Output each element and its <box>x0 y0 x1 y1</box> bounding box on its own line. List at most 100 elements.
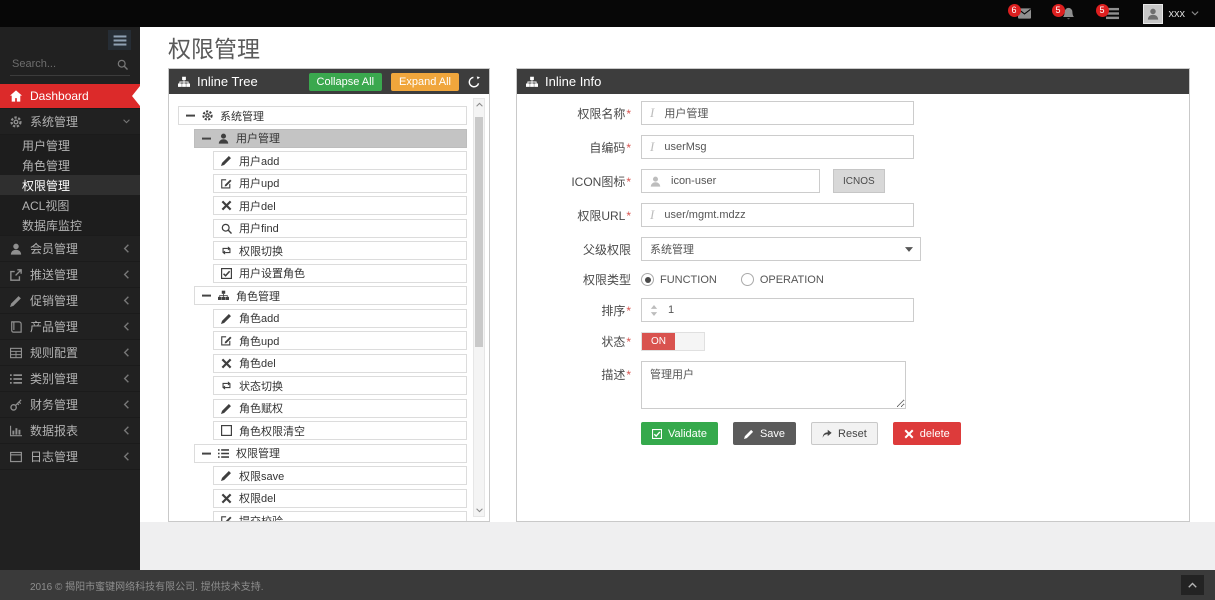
tree-node-角色upd[interactable]: 角色upd <box>213 331 467 350</box>
expand-all-button[interactable]: Expand All <box>391 72 459 91</box>
permission-form: 权限名称* I 自编码* I ICON图标* ICNOS 权限URL* I 父级… <box>517 94 1189 445</box>
tree-node-用户find[interactable]: 用户find <box>213 218 467 238</box>
url-input[interactable] <box>662 208 867 222</box>
radio-function[interactable]: FUNCTION <box>641 273 717 286</box>
tree-node-状态切换[interactable]: 状态切换 <box>213 376 467 395</box>
status-toggle[interactable]: ON <box>641 332 705 351</box>
tree-node-用户del[interactable]: 用户del <box>213 196 467 215</box>
sort-icon <box>650 305 658 316</box>
user-menu[interactable]: xxx <box>1142 3 1200 24</box>
tree-node-提交校验[interactable]: 提交校验 <box>213 511 467 521</box>
chevron-left-icon <box>123 322 130 331</box>
tree-node-权限save[interactable]: 权限save <box>213 466 467 485</box>
sidebar-item-产品管理[interactable]: 产品管理 <box>0 314 140 340</box>
tree-node-权限切换[interactable]: 权限切换 <box>213 241 467 260</box>
description-textarea[interactable]: 管理用户 <box>641 361 906 409</box>
tree-node-label: 用户add <box>239 155 280 168</box>
sidebar-item-会员管理[interactable]: 会员管理 <box>0 236 140 262</box>
sitemap-icon <box>526 76 538 88</box>
tree-node-权限管理[interactable]: 权限管理 <box>194 443 467 463</box>
inline-info-panel: Inline Info 权限名称* I 自编码* I ICON图标* ICNOS… <box>516 68 1190 522</box>
bell-nav-item[interactable]: 5 <box>1051 4 1075 22</box>
sidebar-item-数据报表[interactable]: 数据报表 <box>0 418 140 444</box>
tasks-nav-item[interactable]: 5 <box>1095 4 1119 22</box>
code-input[interactable] <box>662 140 867 154</box>
order-label: 排序* <box>601 303 631 318</box>
tree-node-系统管理[interactable]: 系统管理 <box>178 106 467 125</box>
sidebar-item-财务管理[interactable]: 财务管理 <box>0 392 140 418</box>
chevron-down-icon <box>123 117 130 126</box>
scrollbar-thumb[interactable] <box>475 117 483 347</box>
name-input[interactable] <box>662 106 867 120</box>
sidebar-subitem-角色管理[interactable]: 角色管理 <box>0 155 140 175</box>
user-icon <box>10 243 22 255</box>
sidebar-item-系统管理[interactable]: 系统管理 <box>0 109 140 135</box>
icon-label: ICON图标* <box>571 174 631 189</box>
sitemap-icon <box>218 290 229 301</box>
validate-button[interactable]: Validate <box>641 422 718 445</box>
form-buttons: Validate Save Reset delete <box>641 422 1189 445</box>
inline-tree-title: Inline Tree <box>197 74 258 89</box>
sidebar-item-label: 推送管理 <box>30 268 79 282</box>
collapse-all-button[interactable]: Collapse All <box>308 72 383 91</box>
tree-node-角色赋权[interactable]: 角色赋权 <box>213 398 467 418</box>
radio-operation[interactable]: OPERATION <box>740 273 824 286</box>
tree-node-角色管理[interactable]: 角色管理 <box>194 286 467 305</box>
notification-badge: 5 <box>1095 4 1109 17</box>
tree-node-label: 权限save <box>239 470 285 483</box>
scrollbar-up-button[interactable] <box>474 99 484 110</box>
tree-node-角色权限清空[interactable]: 角色权限清空 <box>213 421 467 440</box>
edit-icon <box>221 178 232 189</box>
envelope-nav-item[interactable]: 6 <box>1007 4 1031 22</box>
inline-tree-header: Inline Tree Collapse All Expand All <box>169 69 489 94</box>
tree-node-权限del[interactable]: 权限del <box>213 488 467 508</box>
edit-icon <box>221 335 232 346</box>
url-label: 权限URL* <box>577 208 631 223</box>
sidebar-subitem-数据库监控[interactable]: 数据库监控 <box>0 215 140 235</box>
tree-body: 系统管理 用户管理 用户add 用户upd 用户del 用户find 权限切换 用户设置角色角… <box>169 94 489 521</box>
tree-node-用户管理[interactable]: 用户管理 <box>194 128 467 148</box>
tree-node-用户upd[interactable]: 用户upd <box>213 173 467 193</box>
caret-down-icon <box>905 247 913 252</box>
sidebar-item-label: Dashboard <box>30 89 89 103</box>
icon-input[interactable] <box>669 174 793 188</box>
chevron-left-icon <box>123 348 130 357</box>
icnos-button[interactable]: ICNOS <box>833 169 885 193</box>
tree-scrollbar[interactable] <box>473 98 485 517</box>
search-input[interactable] <box>10 57 114 71</box>
delete-button[interactable]: delete <box>892 422 961 445</box>
sidebar-item-促销管理[interactable]: 促销管理 <box>0 288 140 314</box>
refresh-icon[interactable] <box>468 76 480 88</box>
sidebar-item-规则配置[interactable]: 规则配置 <box>0 340 140 366</box>
search-icon[interactable] <box>117 59 128 70</box>
hamburger-icon <box>113 35 127 46</box>
save-button[interactable]: Save <box>732 422 797 445</box>
order-input[interactable] <box>666 303 870 317</box>
parent-select-value: 系统管理 <box>650 244 694 256</box>
scroll-top-button[interactable] <box>1181 575 1204 595</box>
sidebar-subitem-ACL视图[interactable]: ACL视图 <box>0 195 140 215</box>
x-icon <box>904 429 914 439</box>
description-label: 描述* <box>601 368 631 382</box>
sidebar-subitem-权限管理[interactable]: 权限管理 <box>0 175 140 195</box>
sidebar-item-Dashboard[interactable]: Dashboard <box>0 84 140 109</box>
sidebar-item-类别管理[interactable]: 类别管理 <box>0 366 140 392</box>
window-icon <box>10 451 22 463</box>
tree-node-label: 状态切换 <box>239 380 283 393</box>
tree-node-用户设置角色[interactable]: 用户设置角色 <box>213 263 467 283</box>
sidebar-subitem-用户管理[interactable]: 用户管理 <box>0 135 140 155</box>
user-icon <box>218 133 229 144</box>
type-label: 权限类型 <box>582 273 631 287</box>
text-cursor-icon: I <box>650 105 655 120</box>
parent-select[interactable]: 系统管理 <box>641 237 921 261</box>
sidebar-item-日志管理[interactable]: 日志管理 <box>0 444 140 470</box>
reset-button[interactable]: Reset <box>811 422 878 445</box>
x-icon <box>221 200 232 211</box>
tree-node-角色add[interactable]: 角色add <box>213 308 467 328</box>
scrollbar-down-button[interactable] <box>474 505 484 516</box>
sidebar-item-推送管理[interactable]: 推送管理 <box>0 262 140 288</box>
sidebar-toggle-button[interactable] <box>108 30 131 50</box>
tree-node-用户add[interactable]: 用户add <box>213 151 467 170</box>
tree-node-角色del[interactable]: 角色del <box>213 353 467 373</box>
